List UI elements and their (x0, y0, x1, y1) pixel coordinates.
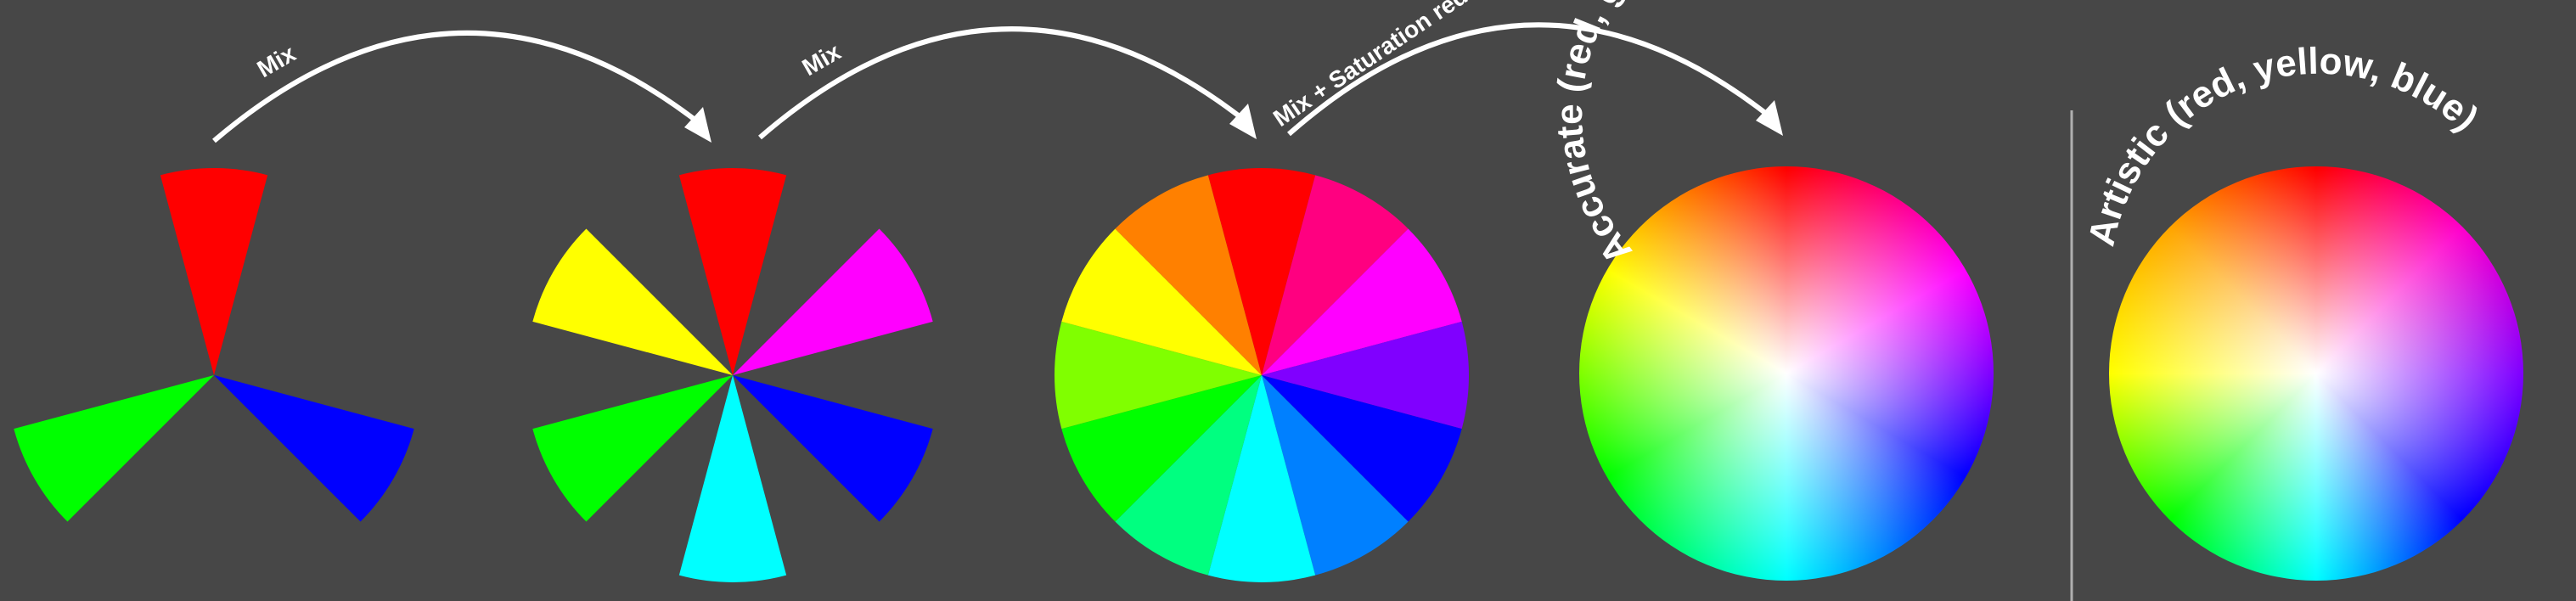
secondary-wedge (532, 228, 733, 375)
secondary-wedge (678, 167, 787, 375)
tertiary-wedge (1262, 175, 1409, 375)
artistic-color-wheel (2109, 166, 2523, 581)
secondary-wedge (678, 375, 787, 582)
tertiary-wedge (1115, 175, 1262, 375)
tertiary-wedge (1061, 375, 1262, 522)
tertiary-wedge (1262, 375, 1409, 576)
primary-wedge (214, 375, 414, 522)
tertiary-wedge (1207, 375, 1316, 582)
mix-arrow-2: Mix (758, 26, 1257, 140)
secondary-wedge (733, 375, 933, 522)
tertiary-wedge (1262, 228, 1462, 375)
mix-label-2: Mix (798, 38, 846, 81)
tertiary-wedge (1115, 375, 1262, 576)
secondary-color-wedges (532, 167, 933, 582)
mix-saturation-arrow: Mix + Saturation reduction to center (1268, 0, 1783, 137)
mix-arrow-1: Mix (212, 30, 711, 143)
tertiary-wedge (1055, 321, 1262, 430)
tertiary-wedge (1061, 228, 1262, 375)
accurate-color-wheel (1579, 166, 1994, 581)
tertiary-color-wheel (1055, 167, 1469, 582)
secondary-wedge (532, 375, 733, 522)
secondary-wedge (733, 228, 933, 375)
primary-wedge (160, 167, 268, 375)
primary-color-wedges (14, 167, 414, 522)
primary-wedge (14, 375, 214, 522)
tertiary-wedge (1207, 167, 1316, 375)
tertiary-wedge (1262, 375, 1462, 522)
mix-label-1: Mix (253, 40, 301, 82)
tertiary-wedge (1262, 321, 1469, 430)
